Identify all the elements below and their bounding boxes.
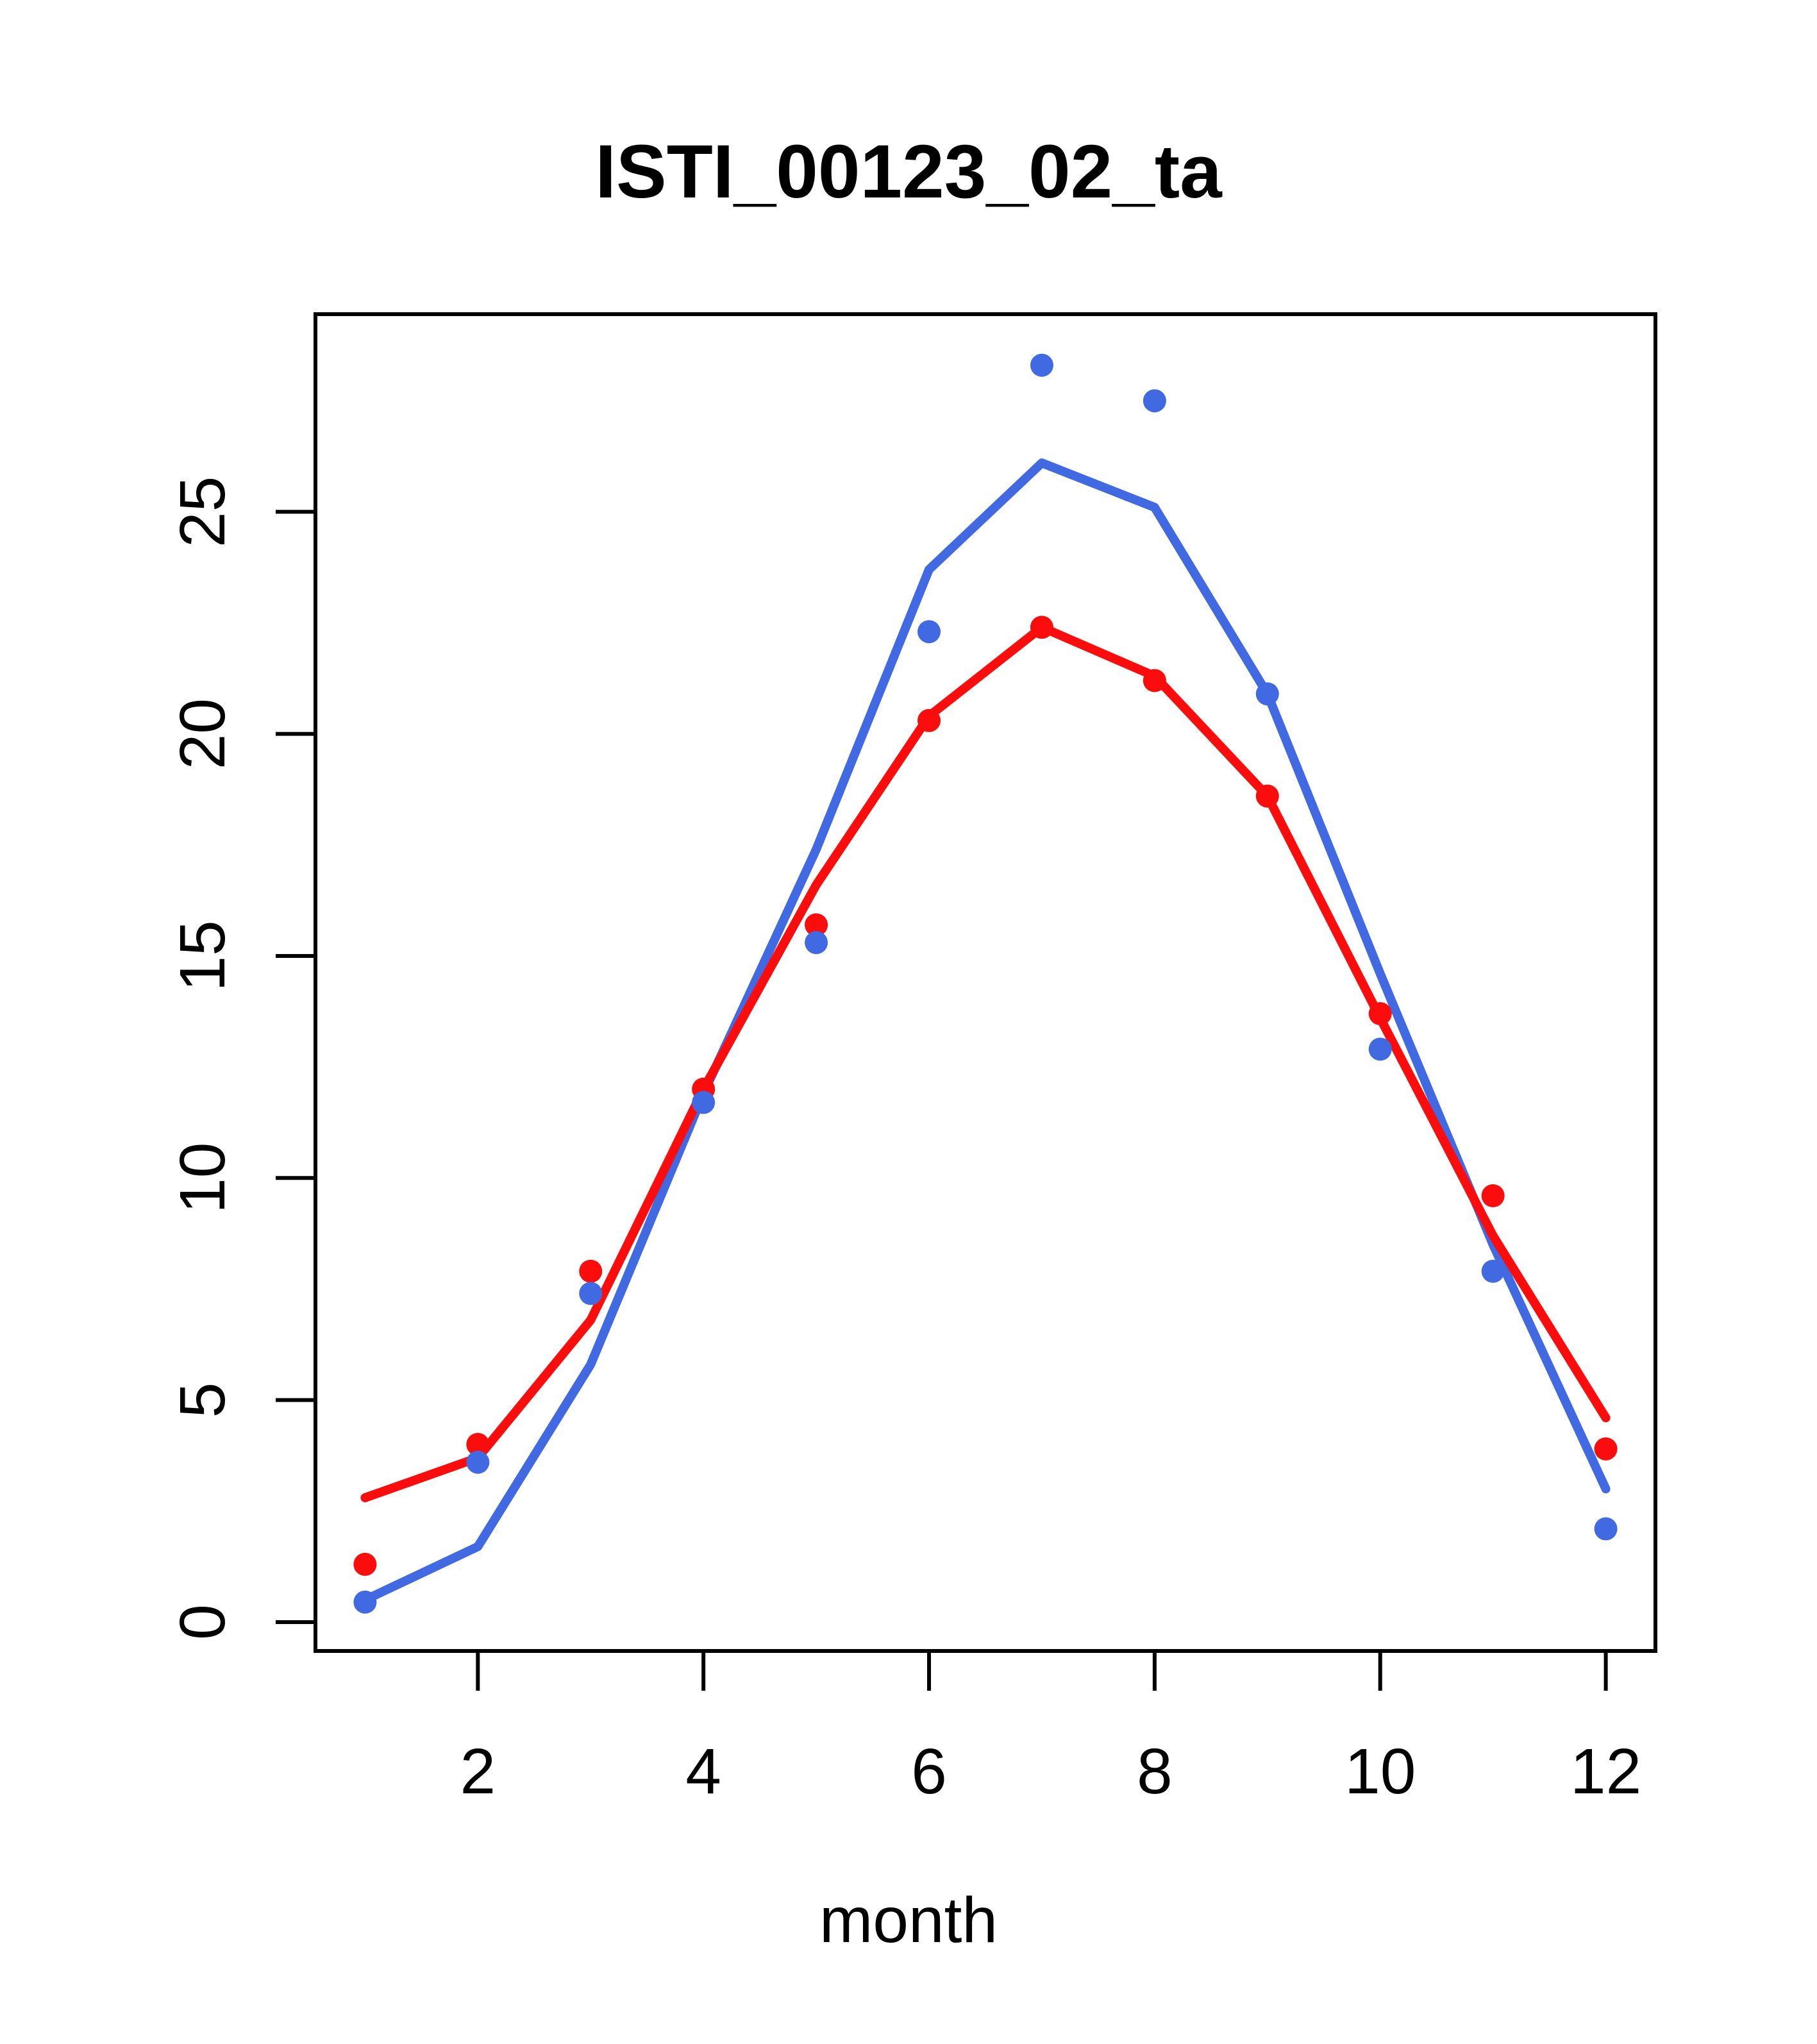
- chart-title: ISTI_00123_02_ta: [595, 130, 1222, 214]
- red-points-marker: [1368, 1001, 1392, 1025]
- x-axis-tick-label: 6: [911, 1736, 947, 1807]
- red-points-marker: [1030, 616, 1053, 639]
- series-layer: [353, 353, 1618, 1614]
- blue-points-marker: [1368, 1037, 1392, 1061]
- blue-line: [360, 458, 1611, 1605]
- red-points-marker: [805, 913, 828, 937]
- x-axis-tick-label: 10: [1344, 1736, 1416, 1807]
- blue-points-marker: [579, 1282, 603, 1305]
- red-points-marker: [466, 1432, 490, 1456]
- x-axis-tick-label: 12: [1570, 1736, 1641, 1807]
- blue-points-marker: [466, 1450, 490, 1474]
- x-axis-tick-label: 8: [1137, 1736, 1173, 1807]
- y-axis-tick-label: 0: [167, 1604, 239, 1640]
- axes-layer: 2 4 6 8 10 12 0 5 10 15 20 25: [167, 312, 1657, 1807]
- x-axis-tick-label: 4: [685, 1736, 721, 1807]
- red-points-marker: [1143, 669, 1166, 692]
- red-points-marker: [917, 708, 941, 732]
- blue-points-marker: [1030, 353, 1053, 377]
- x-axis-label: month: [819, 1884, 998, 1956]
- y-axis-tick-label: 20: [167, 698, 239, 769]
- blue-points-marker: [1594, 1517, 1618, 1541]
- blue-points-marker: [917, 620, 941, 644]
- blue-points-marker: [1143, 389, 1166, 413]
- red-points-marker: [1255, 784, 1279, 808]
- blue-points-marker: [692, 1091, 716, 1114]
- blue-points-marker: [1481, 1259, 1505, 1283]
- red-line: [360, 623, 1611, 1503]
- red-points-marker: [353, 1552, 377, 1576]
- red-points-marker: [1481, 1184, 1505, 1207]
- blue-points-marker: [1255, 682, 1279, 706]
- y-axis-tick-label: 15: [167, 920, 239, 991]
- y-axis-tick-label: 10: [167, 1143, 239, 1214]
- red-points-marker: [1594, 1437, 1618, 1461]
- y-axis-tick-label: 5: [167, 1382, 239, 1418]
- blue-points-marker: [805, 931, 828, 955]
- y-axis-tick-label: 25: [167, 476, 239, 548]
- x-axis-tick-label: 2: [460, 1736, 496, 1807]
- plot-box: [314, 312, 1657, 1653]
- red-points-marker: [579, 1259, 603, 1283]
- blue-points-marker: [353, 1590, 377, 1614]
